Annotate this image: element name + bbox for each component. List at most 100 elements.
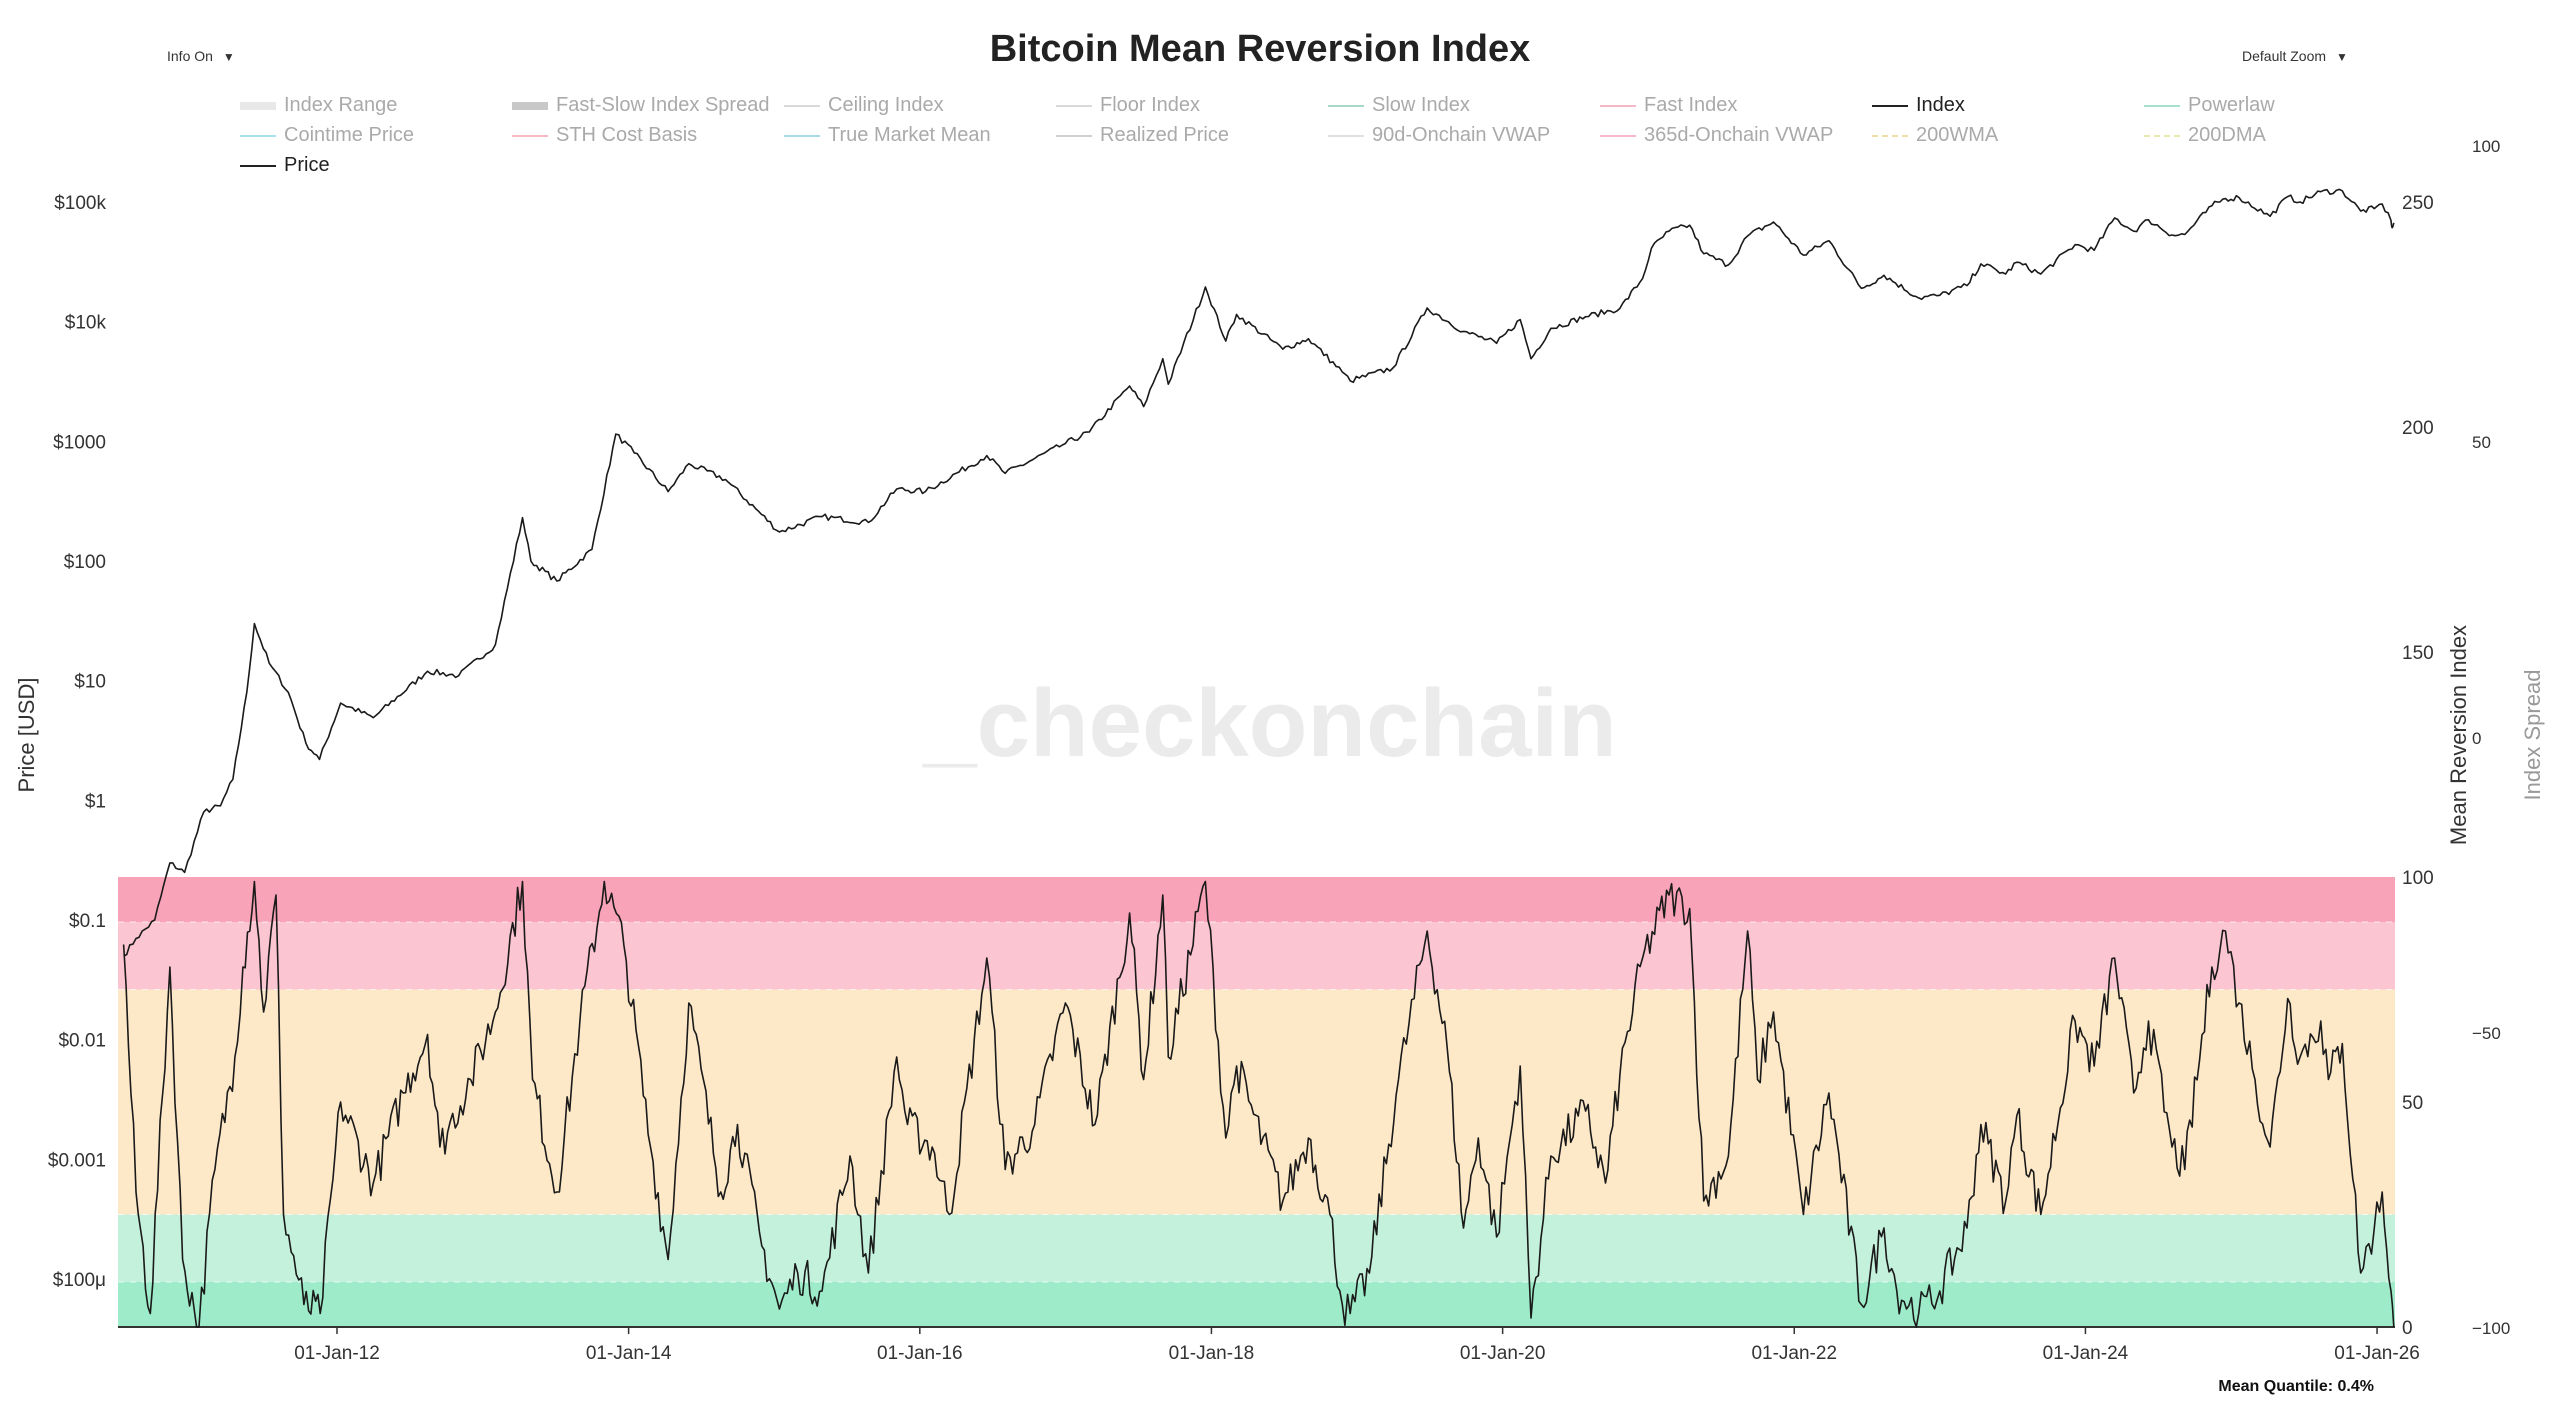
x-tick-label: 01-Jan-16 — [877, 1343, 963, 1364]
legend-label: Index Range — [284, 94, 398, 116]
mri-lower-tick-label: 50 — [2402, 1093, 2423, 1114]
band-neutral — [118, 989, 2395, 1215]
legend-swatch — [2144, 104, 2180, 107]
tick-labels: $100μ $0.001 $0.01 $0.1 $1 $10 $100 $1000 $10k $1… — [48, 137, 2510, 1364]
mri-upper-tick-label: 200 — [2402, 418, 2434, 439]
legend-swatch — [784, 134, 820, 137]
legend-swatch — [1600, 134, 1636, 137]
legend-item-fast-slow-index-spread[interactable]: Fast-Slow Index Spread — [512, 94, 769, 117]
legend-item-90d-onchain-vwap[interactable]: 90d-Onchain VWAP — [1328, 124, 1550, 147]
info-dropdown[interactable]: Info On ▼ — [167, 48, 235, 64]
legend-item-price[interactable]: Price — [240, 154, 330, 177]
info-dropdown-label: Info On — [167, 48, 213, 64]
legend-item-powerlaw[interactable]: Powerlaw — [2144, 94, 2275, 117]
legend-item-index-range[interactable]: Index Range — [240, 94, 397, 117]
legend-swatch — [240, 134, 276, 137]
legend-item-200wma[interactable]: 200WMA — [1872, 124, 1998, 147]
x-tick-label: 01-Jan-22 — [1751, 1343, 1837, 1364]
index-line — [122, 880, 2395, 1328]
price-tick-label: $10 — [74, 672, 106, 693]
legend-swatch — [512, 101, 548, 110]
price-tick-label: $1000 — [53, 432, 106, 453]
legend-label: Fast Index — [1644, 94, 1738, 116]
mri-lower-tick-label: 0 — [2402, 1318, 2413, 1339]
x-tick-label: 01-Jan-12 — [294, 1343, 380, 1364]
mean-quantile-readout: Mean Quantile: 0.4% — [2218, 1378, 2374, 1395]
legend-label: STH Cost Basis — [556, 124, 698, 146]
legend-item-index[interactable]: Index — [1872, 94, 1965, 117]
price-tick-label: $10k — [65, 313, 107, 334]
band-high — [118, 922, 2395, 990]
legend-swatch — [1056, 134, 1092, 137]
x-tick-label: 01-Jan-20 — [1460, 1343, 1546, 1364]
mri-upper-tick-label: 250 — [2402, 193, 2434, 214]
chevron-down-icon: ▼ — [222, 50, 235, 64]
x-tick-label: 01-Jan-18 — [1169, 1343, 1255, 1364]
legend-swatch — [1872, 134, 1908, 137]
legend-item-ceiling-index[interactable]: Ceiling Index — [784, 94, 944, 117]
legend-label: Fast-Slow Index Spread — [556, 94, 770, 116]
legend-swatch — [1056, 104, 1092, 107]
spread-tick-label: −100 — [2472, 1319, 2510, 1338]
band-low — [118, 1214, 2395, 1282]
legend-swatch — [240, 164, 276, 167]
band-extreme-low — [118, 1282, 2395, 1327]
x-tick-label: 01-Jan-14 — [586, 1343, 672, 1364]
legend-label: True Market Mean — [828, 124, 991, 146]
legend-swatch — [512, 134, 548, 137]
legend-label: Powerlaw — [2188, 94, 2275, 116]
spread-tick-label: −50 — [2472, 1024, 2501, 1043]
legend-label: Price — [284, 154, 330, 176]
legend-swatch — [784, 104, 820, 107]
price-tick-label: $100k — [54, 193, 106, 214]
legend-label: 200DMA — [2188, 124, 2266, 146]
mri-axis-label: Mean Reversion Index — [2446, 625, 2471, 845]
chart-title: Bitcoin Mean Reversion Index — [989, 28, 1531, 70]
legend-item-fast-index[interactable]: Fast Index — [1600, 94, 1737, 117]
price-tick-label: $0.001 — [48, 1150, 106, 1171]
legend-swatch — [2144, 134, 2180, 137]
legend-item-cointime-price[interactable]: Cointime Price — [240, 124, 414, 147]
legend-label: Ceiling Index — [828, 94, 944, 116]
legend-label: 90d-Onchain VWAP — [1372, 124, 1551, 146]
legend-swatch — [1600, 104, 1636, 107]
legend-item-realized-price[interactable]: Realized Price — [1056, 124, 1229, 147]
legend-item-true-market-mean[interactable]: True Market Mean — [784, 124, 991, 147]
legend-item-sth-cost-basis[interactable]: STH Cost Basis — [512, 124, 697, 147]
zoom-dropdown-label: Default Zoom — [2242, 48, 2327, 64]
mri-bands — [118, 877, 2395, 1327]
spread-tick-label: 50 — [2472, 433, 2491, 452]
legend-label: Floor Index — [1100, 94, 1201, 116]
price-tick-label: $100μ — [53, 1270, 106, 1291]
mri-lower-tick-label: 100 — [2402, 868, 2434, 889]
legend-label: 365d-Onchain VWAP — [1644, 124, 1834, 146]
legend-item-slow-index[interactable]: Slow Index — [1328, 94, 1470, 117]
legend-item-365d-onchain-vwap[interactable]: 365d-Onchain VWAP — [1600, 124, 1833, 147]
legend-swatch — [1328, 134, 1364, 137]
spread-tick-label: 0 — [2472, 729, 2481, 748]
legend-item-200dma[interactable]: 200DMA — [2144, 124, 2266, 147]
spread-axis-label: Index Spread — [2520, 670, 2545, 801]
price-tick-label: $100 — [64, 552, 106, 573]
watermark: _checkonchain — [922, 670, 1617, 777]
mri-upper-tick-label: 150 — [2402, 643, 2434, 664]
x-tick-label: 01-Jan-24 — [2043, 1343, 2129, 1364]
zoom-dropdown[interactable]: Default Zoom ▼ — [2242, 48, 2348, 64]
legend-label: 200WMA — [1916, 124, 1999, 146]
price-tick-label: $0.01 — [58, 1031, 106, 1052]
legend-swatch — [240, 101, 276, 110]
price-tick-label: $1 — [85, 791, 106, 812]
price-line — [123, 188, 2395, 957]
x-tick-label: 01-Jan-26 — [2334, 1343, 2420, 1364]
legend-item-floor-index[interactable]: Floor Index — [1056, 94, 1200, 117]
price-tick-label: $0.1 — [69, 911, 106, 932]
legend-label: Realized Price — [1100, 124, 1229, 146]
legend-label: Index — [1916, 94, 1965, 116]
legend-label: Cointime Price — [284, 124, 415, 146]
price-axis-label: Price [USD] — [14, 678, 39, 793]
band-extreme-high — [118, 877, 2395, 922]
legend-swatch — [1872, 104, 1908, 107]
legend-swatch — [1328, 104, 1364, 107]
spread-tick-label: 100 — [2472, 137, 2500, 156]
